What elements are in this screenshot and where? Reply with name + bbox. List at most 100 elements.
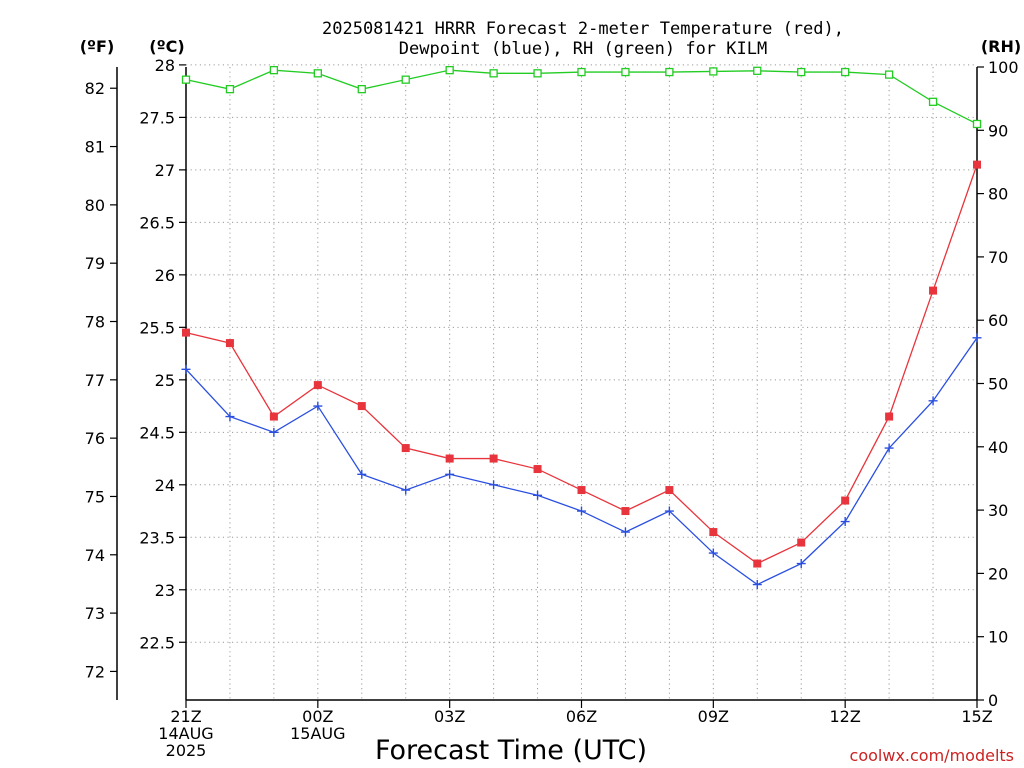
data-point xyxy=(401,444,410,453)
data-point xyxy=(929,286,938,295)
series-temperature xyxy=(182,160,981,568)
data-point xyxy=(489,69,498,78)
data-point xyxy=(884,443,894,453)
axes: 22.5 23 23.5 24 24.5 25 25.5 26 26.5 27 27.5 28 72 73… xyxy=(85,56,1019,760)
series-dewpoint xyxy=(181,333,982,590)
celsius-tick-label: 26.5 xyxy=(139,213,175,232)
x-tick-label: 00Z xyxy=(302,707,333,726)
data-point xyxy=(401,75,410,84)
rh-tick-label: 100 xyxy=(988,58,1019,77)
data-point xyxy=(445,469,455,479)
data-point xyxy=(313,401,323,411)
data-point xyxy=(577,486,586,495)
rh-tick-label: 90 xyxy=(988,121,1008,140)
grid xyxy=(186,64,977,700)
rh-tick-label: 60 xyxy=(988,311,1008,330)
data-point xyxy=(884,70,894,79)
rh-tick-label: 50 xyxy=(988,375,1008,394)
credit-text: coolwx.com/modelts xyxy=(850,746,1014,765)
data-point xyxy=(972,333,982,343)
rh-tick-label: 0 xyxy=(988,691,998,710)
fahrenheit-tick-label: 76 xyxy=(85,429,105,448)
data-point xyxy=(973,160,981,169)
data-point xyxy=(181,75,191,84)
data-point xyxy=(752,580,762,590)
data-point xyxy=(621,67,630,77)
data-point xyxy=(357,469,367,479)
data-point xyxy=(225,339,234,348)
x-axis-title: Forecast Time (UTC) xyxy=(375,735,647,766)
rh-tick-label: 80 xyxy=(988,185,1008,204)
data-point xyxy=(709,67,718,76)
rh-tick-label: 40 xyxy=(988,438,1008,457)
data-point xyxy=(665,486,674,495)
celsius-tick-label: 28 xyxy=(155,56,175,75)
rh-tick-label: 30 xyxy=(988,501,1008,520)
x-tick-label: 21Z xyxy=(170,707,201,726)
data-point xyxy=(841,496,850,505)
data-point xyxy=(840,517,850,527)
fahrenheit-tick-label: 72 xyxy=(85,662,105,681)
data-point xyxy=(269,412,278,421)
data-point xyxy=(181,364,191,374)
data-point xyxy=(708,548,718,558)
data-point xyxy=(313,381,322,390)
celsius-tick-label: 24.5 xyxy=(139,423,175,442)
x-tick-label: 15Z xyxy=(961,707,992,726)
fahrenheit-tick-label: 78 xyxy=(85,313,105,332)
fahrenheit-tick-label: 79 xyxy=(85,254,105,273)
data-point xyxy=(709,528,718,537)
data-point xyxy=(928,396,938,406)
data-point xyxy=(577,67,586,77)
x-tick-label: 15AUG xyxy=(290,724,345,743)
fahrenheit-tick-label: 80 xyxy=(85,196,105,215)
x-tick-label: 2025 xyxy=(166,741,207,760)
celsius-tick-label: 24 xyxy=(155,476,175,495)
rh-tick-label: 10 xyxy=(988,628,1008,647)
fahrenheit-tick-label: 82 xyxy=(85,79,105,98)
data-point xyxy=(620,527,630,537)
x-tick-label: 12Z xyxy=(830,707,861,726)
series-rh xyxy=(181,66,982,129)
celsius-tick-label: 23.5 xyxy=(139,528,175,547)
data-point xyxy=(533,490,543,500)
x-tick-label: 06Z xyxy=(566,707,597,726)
celsius-tick-label: 27.5 xyxy=(139,108,175,127)
data-point xyxy=(182,328,190,337)
celsius-tick-label: 25.5 xyxy=(139,318,175,337)
x-tick-label: 14AUG xyxy=(158,724,213,743)
data-point xyxy=(269,66,279,75)
fahrenheit-unit-label: (ºF) xyxy=(80,37,115,56)
series-layer xyxy=(181,66,982,590)
data-point xyxy=(225,85,235,94)
labels: 2025081421 HRRR Forecast 2-meter Tempera… xyxy=(80,19,1021,766)
fahrenheit-tick-label: 73 xyxy=(85,604,105,623)
celsius-unit-label: (ºC) xyxy=(149,37,184,56)
celsius-tick-label: 26 xyxy=(155,266,175,285)
data-point xyxy=(357,85,366,94)
data-point xyxy=(796,559,806,569)
series-line xyxy=(185,337,978,586)
fahrenheit-tick-label: 81 xyxy=(85,138,105,157)
x-tick-label: 03Z xyxy=(434,707,465,726)
celsius-tick-label: 25 xyxy=(155,371,175,390)
data-point xyxy=(357,402,366,411)
data-point xyxy=(841,67,850,77)
celsius-tick-label: 22.5 xyxy=(139,633,175,652)
data-point xyxy=(313,69,322,78)
rh-tick-label: 20 xyxy=(988,564,1008,583)
data-point xyxy=(533,69,542,78)
series-line xyxy=(185,69,978,125)
celsius-tick-label: 27 xyxy=(155,161,175,180)
data-point xyxy=(753,559,762,568)
x-tick-label: 09Z xyxy=(698,707,729,726)
data-point xyxy=(401,485,411,495)
data-point xyxy=(665,67,674,77)
data-point xyxy=(269,427,279,437)
celsius-tick-label: 23 xyxy=(155,581,175,600)
data-point xyxy=(445,66,454,75)
data-point xyxy=(489,454,498,463)
data-point xyxy=(797,538,806,547)
data-point xyxy=(533,465,542,474)
